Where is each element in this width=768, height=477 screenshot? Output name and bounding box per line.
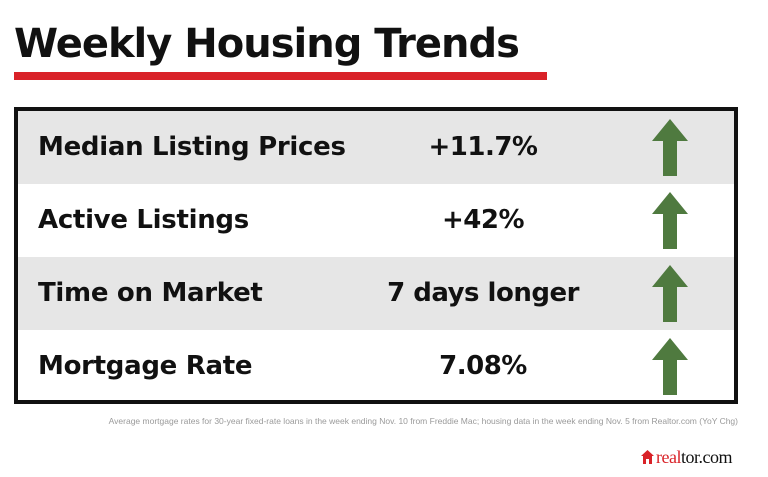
row-label: Median Listing Prices (38, 132, 346, 162)
brand-wordmark-part2: tor.com (680, 447, 733, 467)
footnote: Average mortgage rates for 30-year fixed… (108, 416, 738, 426)
row-value: +11.7% (428, 132, 539, 162)
up-arrow-icon (652, 265, 688, 322)
table-row: Active Listings +42% (18, 184, 734, 257)
row-label: Time on Market (38, 278, 263, 308)
table-row: Time on Market 7 days longer (18, 257, 734, 330)
title-underline (14, 72, 547, 80)
brand-wordmark: realtor.com (656, 446, 732, 468)
table-row: Mortgage Rate 7.08% (18, 330, 734, 403)
up-arrow-icon (652, 119, 688, 176)
brand-wordmark-part1: real (656, 447, 681, 467)
house-icon (641, 450, 654, 464)
trends-table: Median Listing Prices +11.7% Active List… (14, 107, 738, 404)
brand-logo: realtor.com (641, 446, 732, 468)
up-arrow-icon (652, 338, 688, 395)
row-value: 7.08% (439, 351, 527, 381)
up-arrow-icon (652, 192, 688, 249)
row-value: 7 days longer (387, 278, 579, 308)
row-label: Active Listings (38, 205, 249, 235)
row-value: +42% (441, 205, 525, 235)
page-title: Weekly Housing Trends (14, 21, 520, 67)
row-label: Mortgage Rate (38, 351, 253, 381)
table-row: Median Listing Prices +11.7% (18, 111, 734, 184)
